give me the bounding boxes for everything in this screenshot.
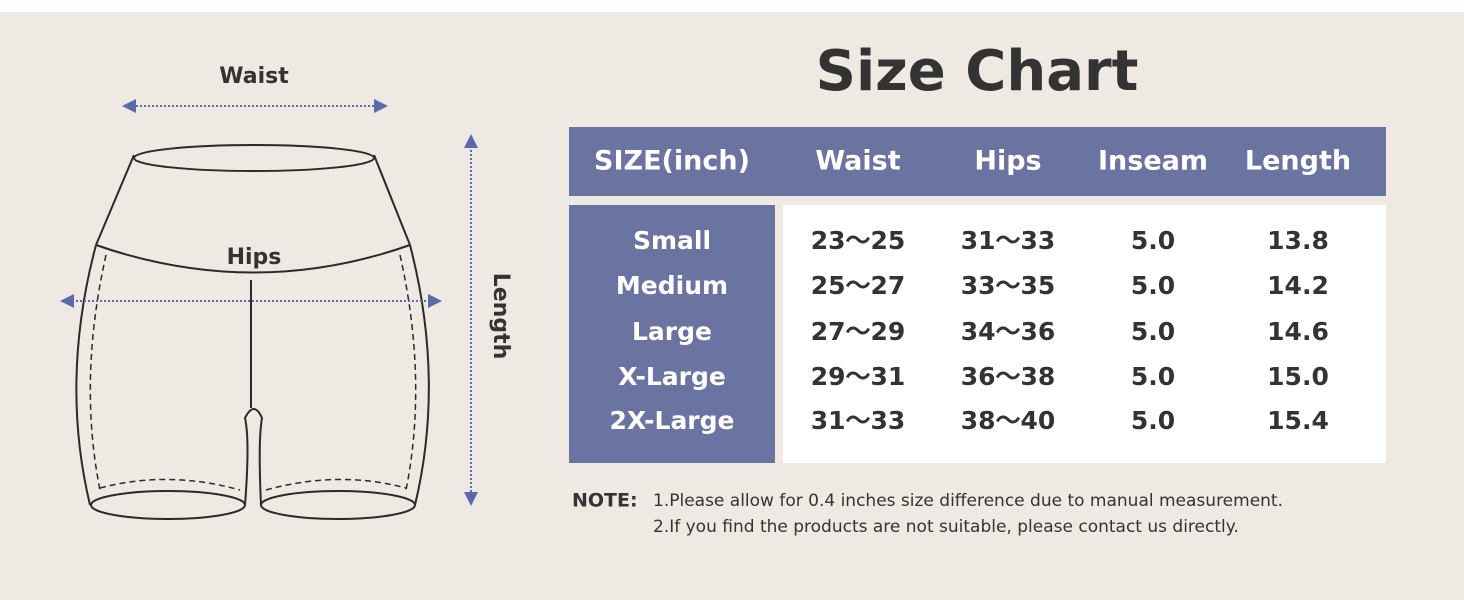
header-cell: SIZE(inch)	[594, 146, 750, 177]
value-cell: 33～35	[961, 271, 1056, 300]
value-cell: 29～31	[811, 362, 906, 391]
value-cell: 38～40	[961, 406, 1056, 435]
value-cell: 31～33	[811, 406, 906, 435]
value-cell: 31～33	[961, 226, 1056, 255]
shorts-diagram: Waist Hips Length	[60, 64, 513, 520]
hips-label: Hips	[227, 245, 282, 270]
value-cell: 5.0	[1131, 226, 1175, 255]
value-cell: 14.2	[1267, 271, 1329, 300]
value-cell: 34～36	[961, 317, 1056, 346]
waist-label: Waist	[219, 64, 289, 89]
length-label: Length	[488, 273, 513, 360]
header-cell: Waist	[815, 146, 900, 177]
value-cell: 25～27	[811, 271, 906, 300]
note-item: 1.Please allow for 0.4 inches size diffe…	[653, 491, 1283, 511]
value-cell: 36～38	[961, 362, 1056, 391]
size-cell: Small	[633, 226, 711, 255]
header-cell: Length	[1245, 146, 1351, 177]
value-cell: 5.0	[1131, 362, 1175, 391]
values-bg	[783, 205, 1386, 463]
value-cell: 15.0	[1267, 362, 1329, 391]
size-cell: Large	[632, 317, 712, 346]
title: Size Chart	[816, 39, 1139, 104]
value-cell: 23～25	[811, 226, 906, 255]
header-cell: Hips	[974, 146, 1041, 177]
value-cell: 5.0	[1131, 406, 1175, 435]
value-cell: 27～29	[811, 317, 906, 346]
value-cell: 13.8	[1267, 226, 1329, 255]
size-cell: X-Large	[618, 362, 726, 391]
note-item: 2.If you find the products are not suita…	[653, 517, 1239, 537]
value-cell: 14.6	[1267, 317, 1329, 346]
table-header-bg	[569, 127, 1386, 196]
value-cell: 5.0	[1131, 317, 1175, 346]
size-cell: Medium	[616, 271, 728, 300]
value-cell: 15.4	[1267, 406, 1329, 435]
value-cell: 5.0	[1131, 271, 1175, 300]
size-column-bg	[569, 205, 775, 463]
note-label: NOTE:	[572, 490, 638, 512]
header-cell: Inseam	[1098, 146, 1208, 177]
size-cell: 2X-Large	[610, 406, 735, 435]
